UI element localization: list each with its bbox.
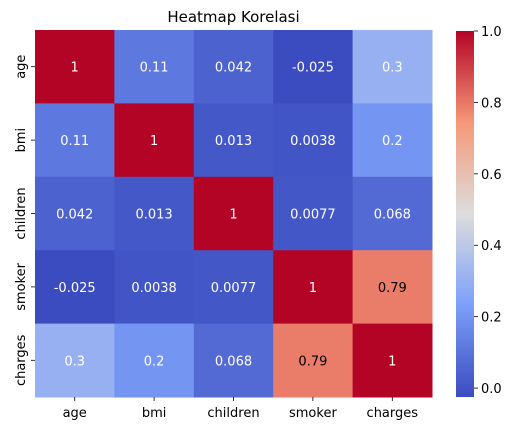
heatmap-cell [35, 323, 115, 398]
heatmap-cell [35, 103, 115, 178]
heatmap-cell [352, 30, 433, 104]
cell-annotation: 0.013 [215, 134, 252, 149]
heatmap-cell [352, 323, 433, 398]
cell-annotation: 0.79 [298, 354, 327, 369]
heatmap-cell [114, 250, 195, 325]
cell-annotation: 0.0038 [131, 281, 177, 296]
cell-annotation: 0.0038 [290, 134, 336, 149]
heatmap-cell [35, 30, 115, 104]
cell-annotation: 0.013 [135, 208, 172, 223]
colorbar-tick-label: 0.4 [481, 239, 502, 254]
heatmap-cell [193, 176, 274, 251]
heatmap-cell [114, 30, 195, 104]
heatmap-cell [273, 176, 354, 251]
heatmap-cell [114, 176, 195, 251]
y-tick-label: smoker [14, 262, 29, 310]
heatmap-cells [35, 30, 433, 398]
cell-annotation: 0.042 [56, 208, 93, 223]
heatmap-cell [193, 30, 274, 104]
heatmap-cell [352, 176, 433, 251]
y-tick-label: children [14, 187, 29, 239]
heatmap-cell [114, 323, 195, 398]
cell-annotation: 0.3 [382, 61, 403, 76]
y-tick-label: bmi [14, 128, 29, 153]
cell-annotation: 0.2 [144, 354, 165, 369]
cell-annotation: 0.11 [60, 134, 89, 149]
cell-annotation: 1 [71, 61, 79, 76]
heatmap-cell [35, 176, 115, 251]
heatmap-cell [273, 250, 354, 325]
cell-annotation: 1 [388, 354, 396, 369]
x-tick-label: children [207, 406, 259, 421]
y-tick-label: charges [14, 334, 29, 386]
x-tick-label: charges [367, 406, 419, 421]
heatmap-cell [273, 103, 354, 178]
cell-annotation: 0.042 [215, 61, 252, 76]
colorbar-tick-label: 0.2 [481, 311, 502, 326]
colorbar: 0.0 0.2 0.4 0.6 0.8 1.0 [456, 25, 502, 397]
x-tick-label: bmi [142, 406, 167, 421]
cell-annotations: 1 0.11 0.042 -0.025 0.3 0.11 1 0.013 0.0038 0.2 0.… [54, 61, 411, 370]
heatmap-cell [352, 250, 433, 325]
colorbar-gradient [456, 31, 474, 397]
cell-annotation: -0.025 [54, 281, 96, 296]
x-axis-ticks: age bmi children smoker charges [63, 397, 419, 421]
cell-annotation: 0.2 [382, 134, 403, 149]
heatmap-cell [193, 103, 274, 178]
x-tick-label: smoker [289, 406, 337, 421]
heatmap-cell [35, 250, 115, 325]
cell-annotation: 1 [309, 281, 317, 296]
cell-annotation: 1 [150, 134, 158, 149]
cell-annotation: 0.79 [378, 281, 407, 296]
cell-annotation: 0.068 [215, 354, 252, 369]
cell-annotation: -0.025 [292, 61, 334, 76]
heatmap-cell [114, 103, 195, 178]
heatmap-cell [352, 103, 433, 178]
colorbar-tick-label: 0.6 [481, 168, 502, 183]
cell-annotation: 0.0077 [290, 208, 336, 223]
x-tick-label: age [63, 406, 87, 421]
cell-annotation: 0.11 [140, 61, 169, 76]
heatmap-cell [193, 323, 274, 398]
cell-annotation: 0.068 [374, 208, 411, 223]
colorbar-tick-label: 0.0 [481, 382, 502, 397]
cell-annotation: 0.3 [64, 354, 85, 369]
chart-title: Heatmap Korelasi [167, 8, 299, 26]
colorbar-tick-label: 1.0 [481, 25, 502, 40]
y-axis-ticks: age bmi children smoker charges [14, 55, 35, 386]
y-tick-label: age [14, 55, 29, 79]
cell-annotation: 1 [229, 208, 237, 223]
heatmap-cell [273, 323, 354, 398]
heatmap-cell [273, 30, 354, 104]
heatmap-cell [193, 250, 274, 325]
cell-annotation: 0.0077 [211, 281, 257, 296]
colorbar-tick-label: 0.8 [481, 96, 502, 111]
